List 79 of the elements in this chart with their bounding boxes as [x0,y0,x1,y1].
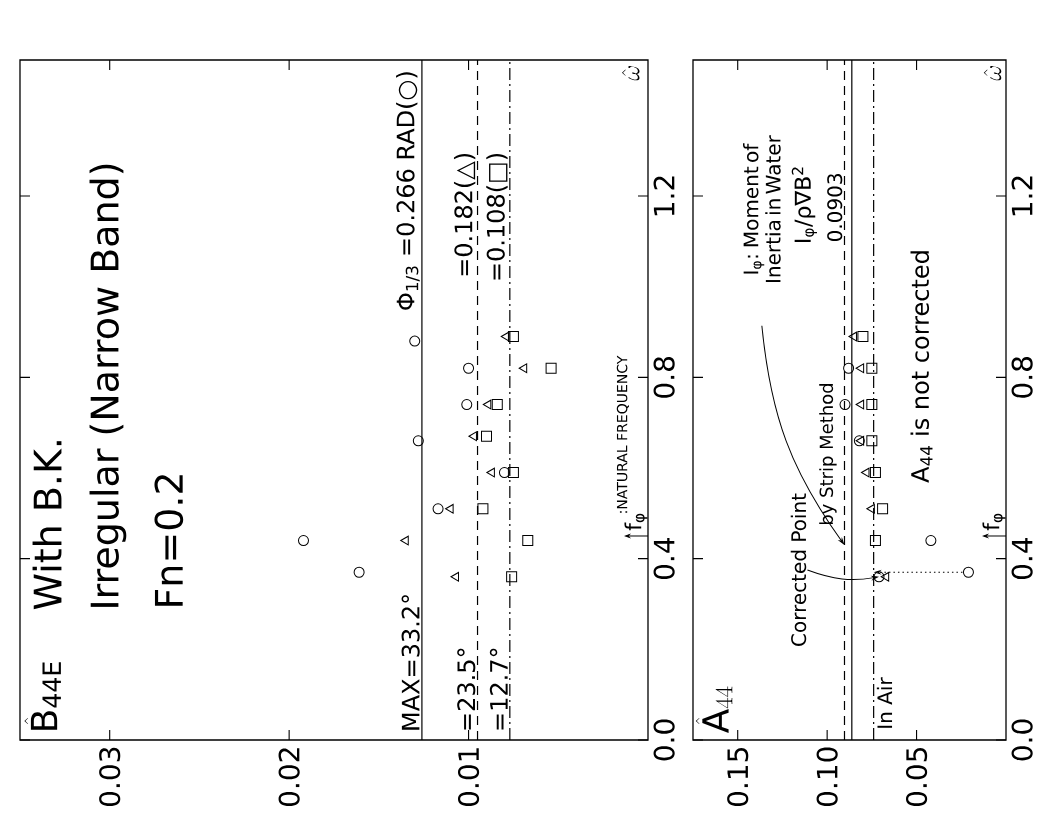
y-tick-label: 1.2 [1011,176,1033,216]
point [506,571,518,583]
point [482,399,492,410]
x-tick-label: 0.01 [457,748,480,807]
annotation: :NATURAL FREQUENCY [616,355,629,513]
ref-line-label: 0.0903 [827,174,843,242]
annotation: I$_{φ}$: Moment of Inertia in Water [743,135,781,283]
point [297,535,309,547]
point [866,362,878,374]
x-tick-label: 0.05 [905,747,928,807]
x-tick-label: 0.15 [727,747,749,807]
point [962,566,974,578]
annotation: f$_{φ}$ [982,513,1006,531]
annotation: by Strip Method [819,384,837,525]
point [873,571,885,583]
point [518,363,528,374]
point [486,467,495,478]
point [866,435,878,447]
point [855,363,865,374]
annotation: In Air [876,677,893,728]
text: With B.K. [32,441,62,610]
annotation: =0.108(□) [486,153,508,280]
point [880,571,890,582]
point [866,399,878,411]
point [450,571,459,582]
point [869,535,881,547]
annotation: f$_{φ}$ [624,513,648,531]
point [839,399,851,411]
annotation: Fn=0.2 [154,475,184,606]
point [869,467,881,479]
annotation: =23.5° [457,648,476,730]
y-axis-title: $\hat{\omega}$ [983,65,1002,81]
point [857,331,869,343]
x-tick-label: 0.10 [816,747,838,807]
y-tick-label: 0.8 [653,356,675,398]
point [498,467,510,479]
annotation: I$_{φ}$/ρ∇B$^{2}$ [791,167,817,242]
annotation: Φ$_{1/3}$ =0.266 RAD(○) [396,72,420,310]
annotation: =12.7° [489,648,508,730]
point [463,362,475,374]
point [866,503,875,514]
y-tick-label: 0.4 [653,537,675,580]
y-tick-label: 1.2 [653,176,675,216]
point [877,503,889,515]
point [860,467,870,478]
x-tick-label: 0.03 [99,747,121,807]
y-tick-label: 0.0 [1011,719,1033,761]
point [400,535,409,546]
annotation: Corrected Point [790,493,807,646]
point [925,535,937,547]
point [477,503,489,515]
annotation: =0.182(△) [453,153,476,276]
y-tick-label: 0.8 [1011,356,1033,398]
y-axis-title: $\hat{\omega}$ [622,65,640,81]
x-axis-title: $\hat{\mathrm{B}}_{\mathrm{44E}}$ [24,662,61,730]
point [468,431,477,442]
point [481,430,493,442]
point [507,331,519,343]
annotation: MAX=33.2° [401,595,420,730]
x-tick-label: 0.02 [278,748,300,807]
y-tick-label: 0.0 [653,719,675,761]
y-tick-label: 0.4 [1011,537,1033,580]
x-axis-title: $\hat{\mathrm{A}}_{44}$ [695,686,733,734]
point [461,399,473,411]
point [409,335,421,347]
point [545,362,557,374]
point [507,467,519,479]
point [843,362,855,374]
point [855,399,865,410]
point [848,331,857,342]
point [500,331,510,342]
point [412,435,424,447]
annotation: A$_{44}$ is not corrected [910,251,933,483]
point [432,503,444,515]
point [522,535,534,547]
point [445,503,454,514]
point [353,566,365,578]
point [491,399,503,411]
text: Irregular (Narrow Band) [89,164,127,607]
